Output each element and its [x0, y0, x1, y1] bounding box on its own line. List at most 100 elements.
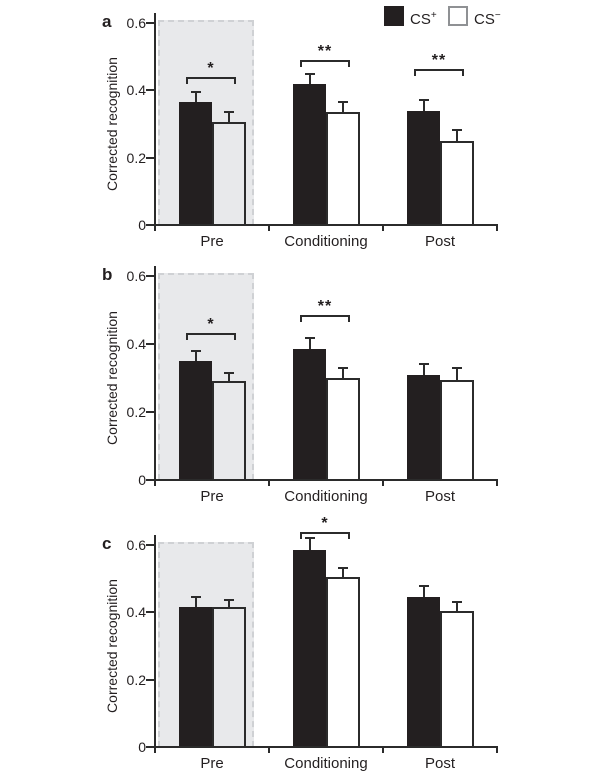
y-tick-a [146, 89, 154, 92]
error-bar-cap-cs-plus-pre-b [190, 349, 201, 352]
error-bar-stem-cs-plus-conditioning-c [308, 538, 311, 551]
y-tick-a [146, 224, 154, 226]
y-tick-c [146, 611, 154, 614]
error-bar-cap-cs-plus-conditioning-a [304, 72, 315, 75]
x-tick-c [496, 748, 498, 753]
y-tick-b [146, 411, 154, 413]
category-label-pre-c: Pre [200, 755, 224, 772]
error-bar-stem-cs-minus-conditioning-c [342, 567, 344, 577]
error-bar-cap-cs-minus-pre-a [224, 111, 234, 114]
y-axis-label-c: Corrected recognition [104, 579, 120, 713]
sig-bracket-post-a [414, 69, 464, 72]
error-bar-stem-cs-minus-pre-b [228, 372, 230, 382]
error-bar-cap-cs-minus-post-c [452, 600, 462, 603]
error-bar-stem-cs-minus-pre-a [228, 112, 230, 123]
sig-bracket-pre-a [186, 76, 236, 79]
error-bar-cap-cs-plus-pre-a [190, 91, 201, 94]
y-tick-label-a: 0.6 [126, 15, 146, 31]
bar-cs-minus-conditioning-a [326, 112, 360, 225]
legend-label-cs-plus: CS+ [410, 10, 437, 28]
sig-star-pre-b: * [207, 316, 215, 334]
error-bar-stem-cs-plus-conditioning-b [308, 337, 311, 350]
y-tick-label-b: 0.6 [126, 268, 146, 284]
bar-cs-plus-pre-b [179, 361, 212, 480]
error-bar-stem-cs-plus-post-c [422, 586, 425, 598]
error-bar-stem-cs-minus-post-c [456, 601, 458, 611]
panel-letter-c: c [102, 534, 112, 553]
x-tick-c [268, 748, 270, 753]
error-bar-cap-cs-plus-conditioning-b [304, 336, 315, 339]
sig-bracket-conditioning-b [300, 315, 350, 318]
y-axis-b [154, 266, 156, 481]
category-label-pre-b: Pre [200, 488, 224, 505]
bar-cs-plus-pre-a [179, 102, 212, 225]
y-tick-label-a: 0 [138, 217, 146, 233]
bar-cs-plus-post-b [407, 374, 440, 480]
sig-bracket-end-right-c [348, 532, 350, 540]
y-tick-label-c: 0.4 [126, 604, 146, 621]
y-axis-label-b: Corrected recognition [104, 311, 120, 445]
error-bar-cap-cs-plus-post-a [418, 99, 429, 102]
error-bar-cap-cs-minus-pre-c [224, 598, 234, 601]
error-bar-cap-cs-minus-pre-b [224, 371, 234, 374]
category-label-pre-a: Pre [200, 233, 224, 250]
error-bar-cap-cs-minus-conditioning-c [338, 566, 348, 569]
x-tick-b [268, 481, 270, 486]
y-tick-c [146, 678, 154, 681]
y-tick-b [146, 275, 154, 277]
y-tick-c [146, 544, 154, 546]
category-label-conditioning-b: Conditioning [284, 488, 368, 505]
x-tick-a [154, 226, 156, 231]
legend-swatch-cs-plus-icon [384, 6, 404, 26]
x-tick-c [154, 748, 156, 753]
bar-cs-minus-conditioning-b [326, 378, 360, 480]
sig-star-conditioning-b: ** [317, 298, 333, 316]
error-bar-cap-cs-plus-post-c [418, 585, 429, 588]
error-bar-cap-cs-minus-post-b [452, 367, 462, 370]
y-tick-a [146, 22, 154, 24]
error-bar-stem-cs-plus-post-a [422, 100, 425, 111]
error-bar-stem-cs-plus-pre-c [194, 597, 197, 608]
x-tick-a [496, 226, 498, 231]
y-tick-label-b: 0 [138, 472, 146, 488]
y-tick-label-c: 0.6 [126, 537, 146, 553]
y-tick-label-b: 0.2 [126, 404, 146, 420]
category-label-conditioning-a: Conditioning [284, 233, 368, 250]
error-bar-cap-cs-plus-pre-c [190, 596, 201, 599]
legend-label-cs-minus: CS− [474, 10, 501, 28]
error-bar-stem-cs-plus-pre-a [194, 92, 197, 103]
category-label-post-c: Post [424, 755, 455, 772]
sig-bracket-end-left-a [300, 60, 302, 68]
bar-cs-plus-conditioning-b [293, 349, 326, 480]
bar-cs-minus-post-a [440, 140, 474, 225]
y-axis-label-a: Corrected recognition [104, 57, 120, 191]
sig-bracket-end-right-b [234, 333, 236, 341]
sig-star-post-a: ** [431, 52, 447, 70]
sig-bracket-conditioning-a [300, 60, 350, 63]
error-bar-cap-cs-plus-post-b [418, 363, 429, 366]
sig-bracket-end-left-a [186, 76, 188, 84]
panel-letter-b: b [102, 265, 113, 284]
y-tick-label-b: 0.4 [126, 336, 146, 352]
sig-bracket-end-left-b [300, 315, 302, 323]
y-tick-b [146, 479, 154, 481]
category-label-post-b: Post [424, 488, 455, 505]
y-tick-label-c: 0.2 [126, 671, 146, 688]
error-bar-stem-cs-plus-pre-b [194, 350, 197, 361]
bar-cs-minus-pre-c [212, 607, 246, 747]
y-tick-label-a: 0.4 [126, 82, 146, 99]
category-label-conditioning-c: Conditioning [284, 755, 368, 772]
panel-letter-a: a [102, 12, 112, 31]
sig-bracket-end-left-b [186, 333, 188, 341]
bar-cs-minus-pre-b [212, 381, 246, 480]
error-bar-cap-cs-minus-conditioning-a [338, 101, 348, 104]
error-bar-cap-cs-minus-post-a [452, 128, 462, 131]
sig-bracket-end-left-a [414, 69, 416, 77]
bar-cs-plus-post-c [407, 597, 440, 747]
error-bar-stem-cs-plus-conditioning-a [308, 73, 311, 84]
error-bar-stem-cs-minus-post-b [456, 368, 458, 380]
sig-bracket-pre-b [186, 333, 236, 336]
bar-cs-plus-post-a [407, 110, 440, 225]
x-axis-a [154, 224, 498, 226]
